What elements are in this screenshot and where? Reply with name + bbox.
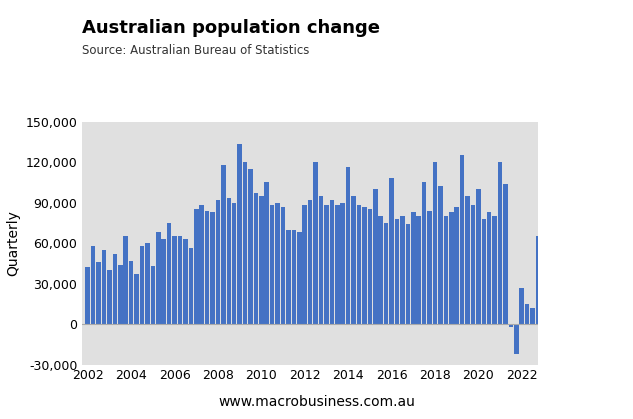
Bar — [297, 232, 301, 324]
Bar — [216, 200, 220, 324]
Bar — [123, 236, 128, 324]
Bar — [525, 304, 529, 324]
Bar — [243, 162, 248, 324]
Bar — [471, 205, 475, 324]
Bar — [292, 230, 296, 324]
Bar — [221, 165, 225, 324]
Bar — [482, 219, 486, 324]
Bar — [183, 239, 187, 324]
Bar — [113, 254, 117, 324]
Bar — [335, 205, 339, 324]
Bar — [303, 205, 307, 324]
Bar — [259, 196, 263, 324]
Bar — [286, 230, 291, 324]
Bar — [503, 184, 508, 324]
Bar — [357, 205, 361, 324]
Bar — [341, 202, 345, 324]
Bar — [547, 155, 551, 324]
Y-axis label: Quarterly: Quarterly — [6, 210, 20, 276]
Bar — [433, 162, 437, 324]
Bar — [417, 216, 421, 324]
Bar — [237, 145, 242, 324]
Bar — [330, 200, 334, 324]
Bar — [438, 186, 442, 324]
Bar — [102, 250, 106, 324]
Bar — [400, 216, 404, 324]
Bar — [319, 196, 323, 324]
Bar — [199, 205, 204, 324]
Text: BUSINESS: BUSINESS — [522, 51, 583, 61]
Bar — [254, 193, 258, 324]
Bar — [406, 224, 410, 324]
Bar — [492, 216, 497, 324]
Bar — [454, 207, 459, 324]
Bar — [324, 205, 329, 324]
Bar — [275, 202, 280, 324]
Bar — [498, 162, 503, 324]
Bar — [427, 211, 432, 324]
Bar — [384, 223, 389, 324]
Bar — [107, 270, 111, 324]
Bar — [346, 168, 351, 324]
Bar — [444, 216, 448, 324]
Bar — [156, 232, 161, 324]
Bar — [85, 267, 90, 324]
Bar — [172, 236, 177, 324]
Text: Australian population change: Australian population change — [82, 19, 380, 37]
Bar — [265, 182, 269, 324]
Bar — [281, 207, 285, 324]
Bar — [232, 202, 237, 324]
Bar — [395, 219, 399, 324]
Bar — [178, 236, 182, 324]
Bar — [210, 212, 215, 324]
Bar — [167, 223, 172, 324]
Bar — [134, 274, 139, 324]
Bar — [379, 216, 383, 324]
Bar — [514, 324, 518, 354]
Bar — [194, 209, 199, 324]
Bar — [140, 246, 144, 324]
Bar — [91, 246, 96, 324]
Bar — [189, 248, 193, 324]
Bar — [151, 266, 155, 324]
Bar — [313, 162, 318, 324]
Bar — [422, 182, 427, 324]
Bar — [530, 308, 535, 324]
Bar — [248, 169, 253, 324]
Bar — [449, 212, 453, 324]
Text: MACRO: MACRO — [523, 23, 581, 37]
Text: www.macrobusiness.com.au: www.macrobusiness.com.au — [218, 395, 415, 409]
Bar — [460, 155, 465, 324]
Bar — [129, 261, 134, 324]
Bar — [541, 202, 546, 324]
Bar — [227, 199, 231, 324]
Bar — [145, 243, 149, 324]
Bar — [351, 196, 356, 324]
Bar — [487, 212, 491, 324]
Bar — [96, 262, 101, 324]
Bar — [205, 211, 210, 324]
Bar — [270, 205, 275, 324]
Text: Source: Australian Bureau of Statistics: Source: Australian Bureau of Statistics — [82, 44, 310, 57]
Bar — [509, 324, 513, 327]
Bar — [411, 212, 415, 324]
Bar — [161, 239, 166, 324]
Bar — [373, 189, 377, 324]
Bar — [118, 265, 123, 324]
Bar — [308, 200, 313, 324]
Bar — [520, 287, 524, 324]
Bar — [465, 196, 470, 324]
Bar — [362, 207, 367, 324]
Bar — [368, 209, 372, 324]
Bar — [536, 236, 541, 324]
Bar — [389, 178, 394, 324]
Bar — [476, 189, 480, 324]
